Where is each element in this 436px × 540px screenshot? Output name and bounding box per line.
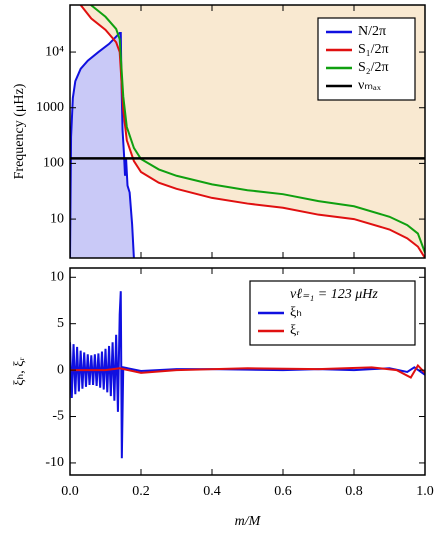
legend: N/2π S₁/2π S₂/2π νₘₐₓ <box>317 17 416 101</box>
legend-label: N/2π <box>358 24 386 39</box>
y-tick-label: 5 <box>57 316 64 331</box>
y-axis-label: Frequency (μHz) <box>12 83 27 179</box>
series-line <box>70 31 135 258</box>
legend-label: ξᵣ <box>290 323 299 338</box>
series-line <box>89 5 425 253</box>
x-tick-label: 0.4 <box>203 484 221 499</box>
y-tick-label: 10 <box>50 211 64 226</box>
x-tick-label: 1.0 <box>416 484 434 499</box>
legend-label: ξₕ <box>290 305 302 320</box>
y-tick-label: 0 <box>57 362 64 377</box>
plot-frame <box>69 4 426 259</box>
y-tick-label: -10 <box>45 455 64 470</box>
x-tick-label: 0.0 <box>61 484 79 499</box>
y-tick-label: 10⁴ <box>45 44 64 59</box>
y-tick-label: -5 <box>52 409 64 424</box>
x-axis-label: m/M <box>235 514 262 529</box>
y-tick-label: 10 <box>50 270 64 285</box>
legend: νℓ₌₁ = 123 μHz ξₕ ξᵣ <box>249 280 416 346</box>
area-fill <box>70 32 134 258</box>
x-tick-label: 0.6 <box>274 484 292 499</box>
y-axis-label: ξₕ, ξᵣ <box>12 357 27 385</box>
y-tick-label: 1000 <box>36 100 64 115</box>
x-tick-label: 0.8 <box>345 484 363 499</box>
plot-frame <box>69 267 426 476</box>
series-line <box>70 363 425 379</box>
legend-label: S₁/2π <box>358 42 389 57</box>
series-line <box>79 5 425 258</box>
annotation: νℓ₌₁ = 123 μHz <box>290 287 378 302</box>
legend-label: νₘₐₓ <box>358 78 382 93</box>
x-tick-label: 0.2 <box>132 484 150 499</box>
y-tick-label: 100 <box>43 156 64 171</box>
legend-label: S₂/2π <box>358 60 389 75</box>
plot-area <box>70 291 425 459</box>
